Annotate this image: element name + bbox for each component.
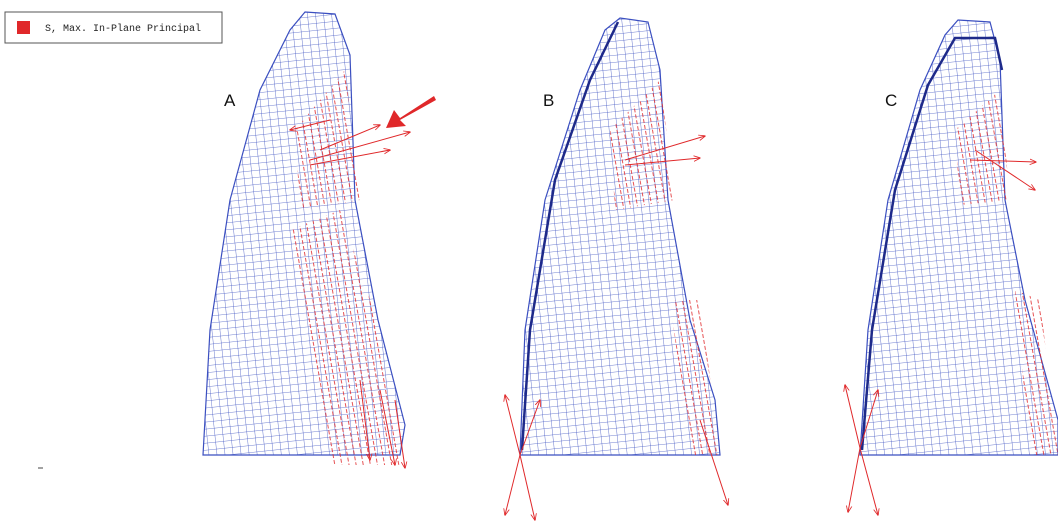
stress-arrows <box>505 136 728 520</box>
panel-c: C <box>845 19 1058 515</box>
stress-arrows <box>290 119 410 468</box>
legend: S, Max. In-Plane Principal <box>4 11 223 44</box>
stress-arrows <box>845 149 1036 515</box>
panel-label: C <box>885 91 897 110</box>
pointer-arrow <box>386 96 436 128</box>
panel-b: B <box>505 17 728 520</box>
panel-label: B <box>543 91 554 110</box>
panel-label: A <box>224 91 236 110</box>
legend-label: S, Max. In-Plane Principal <box>45 23 201 35</box>
panel-a: A <box>202 11 436 468</box>
